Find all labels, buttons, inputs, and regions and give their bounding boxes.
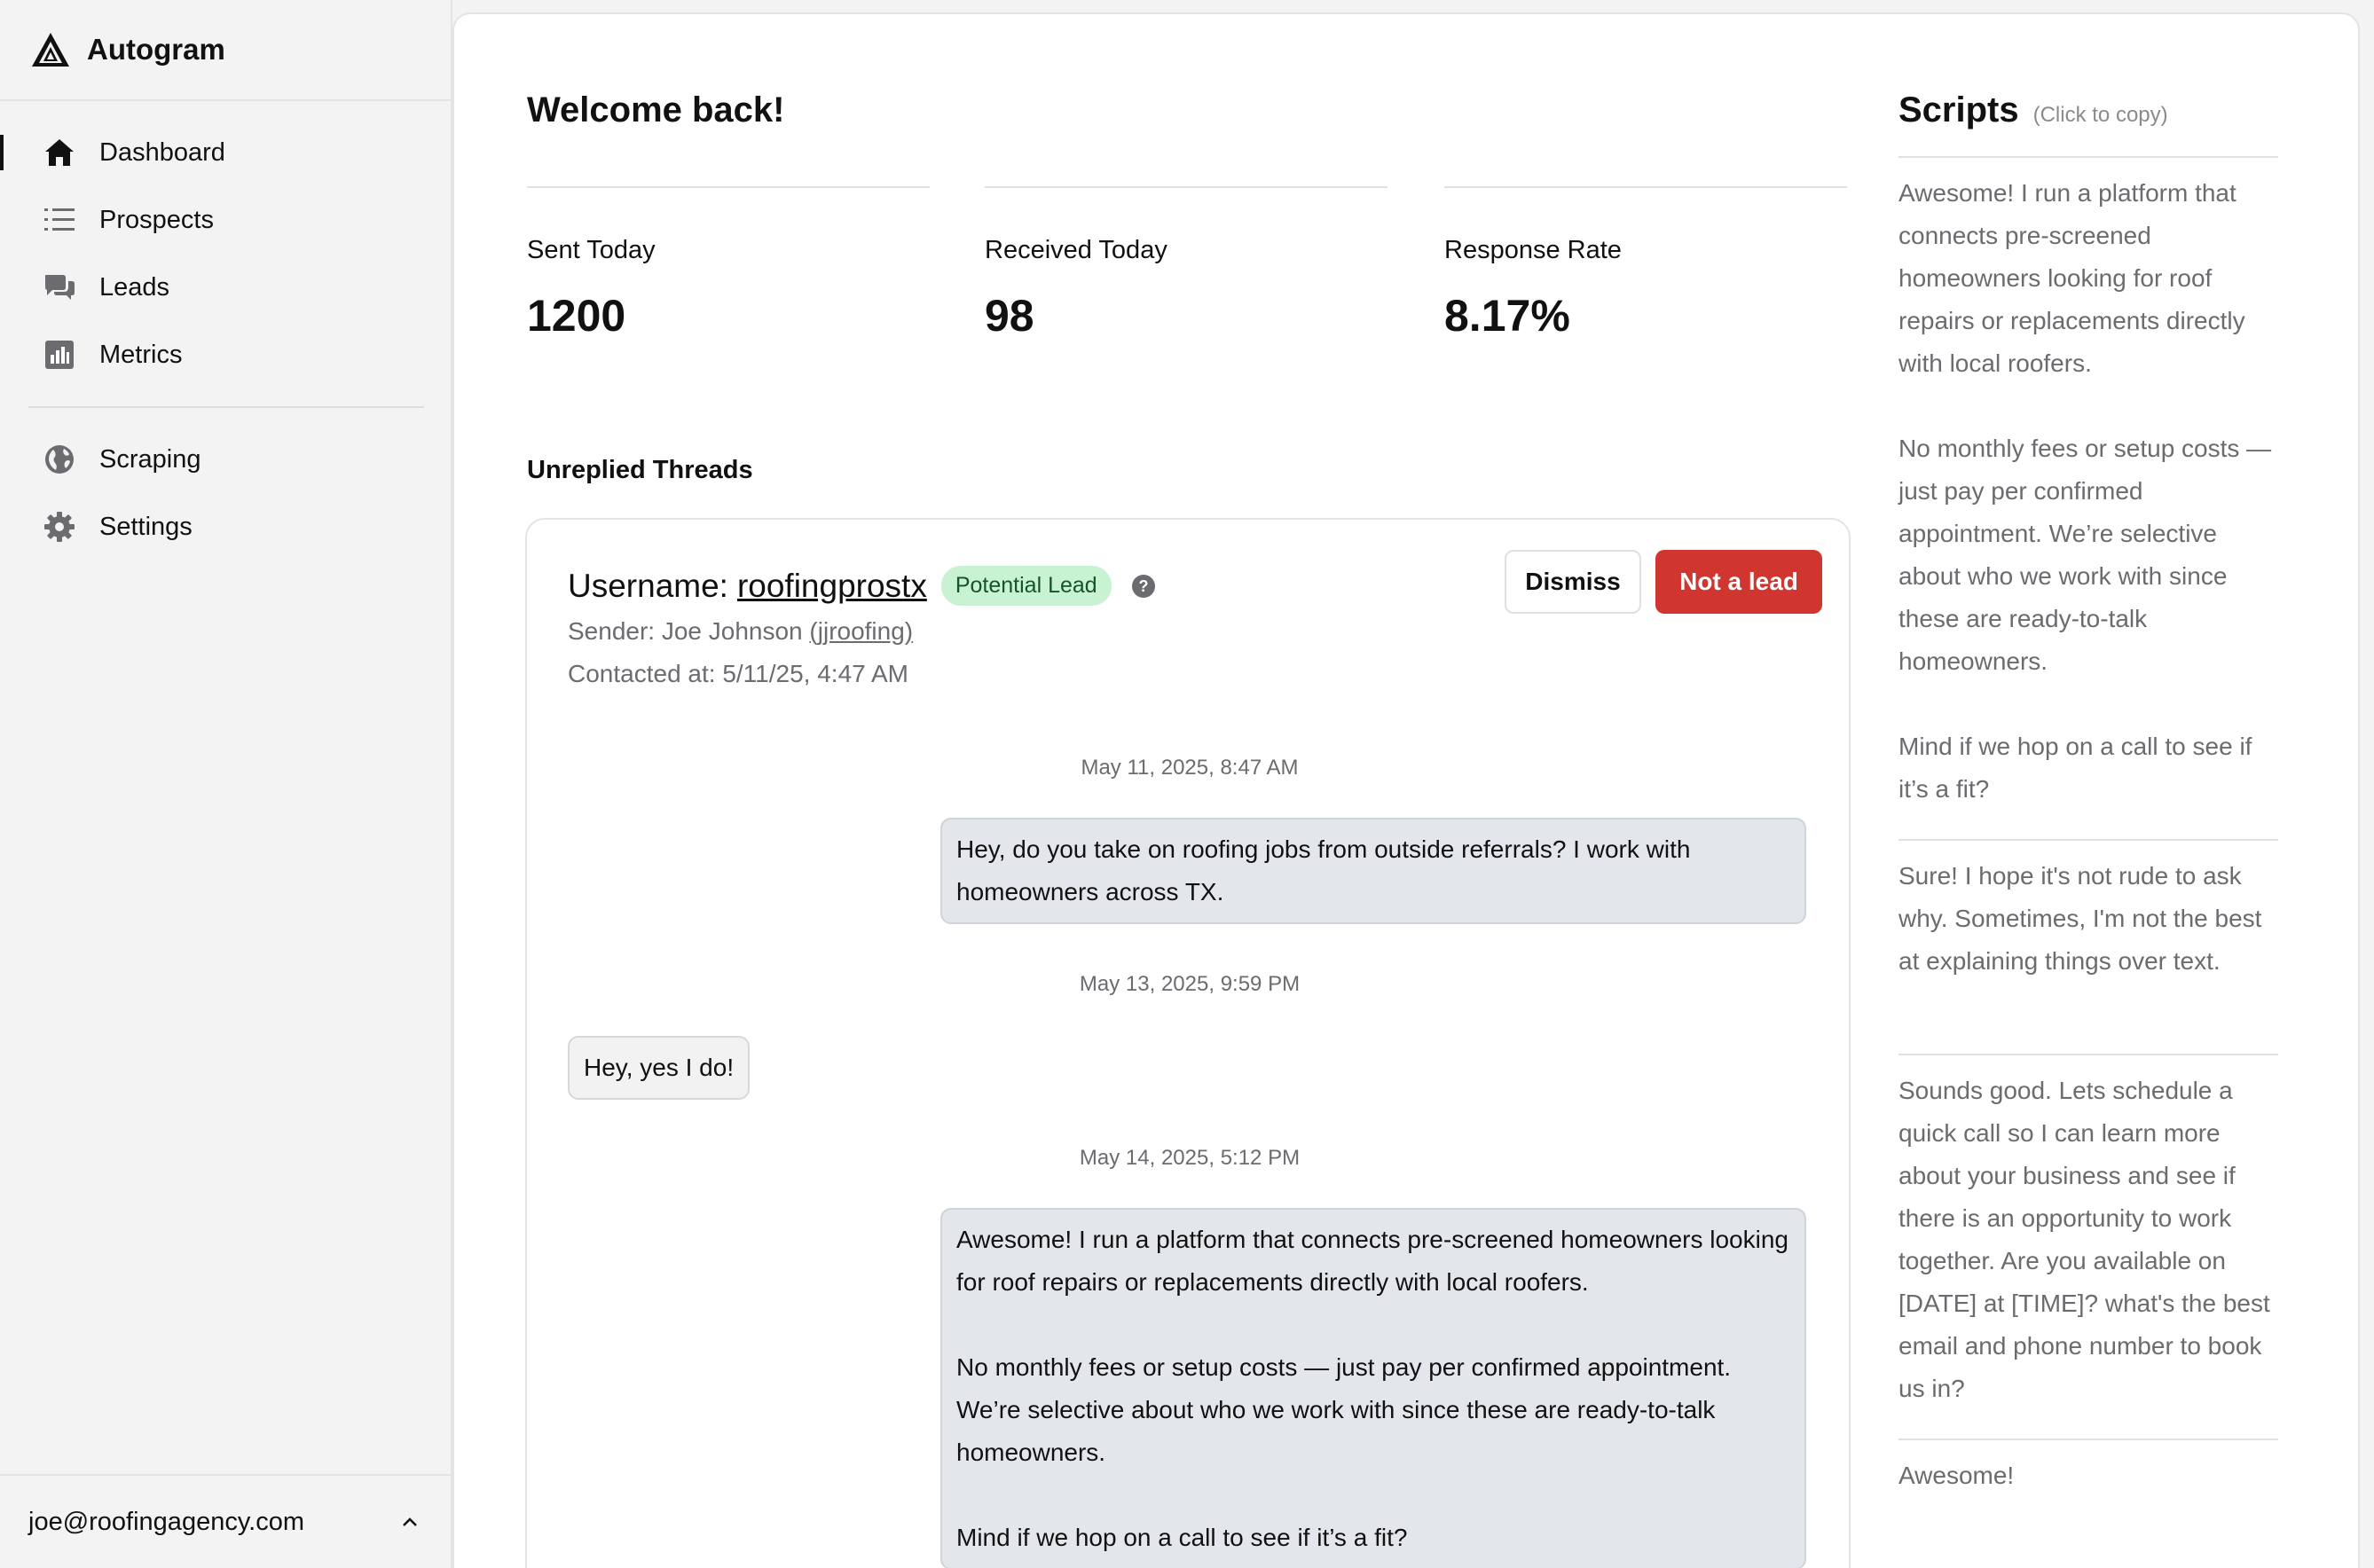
stat-value: 98 — [985, 291, 1034, 341]
not-a-lead-button[interactable]: Not a lead — [1655, 550, 1822, 614]
status-badge: Potential Lead — [940, 566, 1112, 606]
stat-sent-today: Sent Today 1200 — [527, 186, 930, 341]
nav-divider — [28, 406, 424, 408]
message-timestamp: May 11, 2025, 8:47 AM — [1081, 756, 1299, 780]
message-bubble-incoming: Hey, yes I do! — [568, 1036, 751, 1100]
sender-name: Sender: Joe Johnson — [568, 617, 803, 645]
message-timestamp: May 13, 2025, 9:59 PM — [1079, 972, 1301, 996]
contacted-at: Contacted at: 5/11/25, 4:47 AM — [568, 660, 908, 687]
stat-value: 8.17% — [1444, 291, 1570, 341]
scripts-title: Scripts — [1898, 90, 2019, 129]
stat-received-today: Received Today 98 — [985, 186, 1387, 341]
message-timestamp: May 14, 2025, 5:12 PM — [1079, 1146, 1301, 1170]
page-title: Welcome back! — [527, 90, 785, 129]
sidebar-item-scraping[interactable]: Scraping — [0, 426, 451, 493]
sidebar-item-label: Prospects — [99, 205, 214, 234]
app-name: Autogram — [87, 33, 225, 66]
stat-value: 1200 — [527, 291, 626, 341]
message-bubble-outgoing: Awesome! I run a platform that connects … — [940, 1208, 1806, 1568]
thread-card: Username: roofingprostx Potential Lead ?… — [525, 518, 1851, 1568]
script-item[interactable]: Sure! I hope it's not rude to ask why. S… — [1898, 839, 2278, 983]
sidebar: Autogram Dashboard Prospects Leads Metri… — [0, 0, 452, 1568]
chat-icon — [43, 270, 76, 304]
globe-icon — [43, 443, 76, 476]
stat-label: Sent Today — [527, 236, 656, 264]
sidebar-item-settings[interactable]: Settings — [0, 493, 451, 561]
help-icon[interactable]: ? — [1131, 574, 1156, 599]
script-item[interactable]: Awesome! — [1898, 1439, 2278, 1497]
scripts-hint: (Click to copy) — [2032, 103, 2168, 127]
account-menu[interactable]: joe@roofingagency.com — [0, 1474, 451, 1568]
stat-response-rate: Response Rate 8.17% — [1444, 186, 1847, 341]
dismiss-button[interactable]: Dismiss — [1505, 550, 1641, 614]
scripts-header: Scripts (Click to copy) — [1898, 90, 2168, 130]
list-icon — [43, 203, 76, 237]
script-item[interactable]: Sounds good. Lets schedule a quick call … — [1898, 1054, 2278, 1410]
sidebar-item-label: Settings — [99, 512, 193, 541]
gear-icon — [43, 510, 76, 544]
sidebar-item-leads[interactable]: Leads — [0, 254, 451, 321]
sidebar-item-label: Scraping — [99, 444, 201, 474]
sidebar-item-label: Dashboard — [99, 137, 225, 167]
sidebar-item-label: Metrics — [99, 340, 183, 369]
account-email: joe@roofingagency.com — [28, 1507, 305, 1536]
autogram-logo-icon — [32, 33, 69, 67]
chevron-up-icon — [403, 1517, 417, 1526]
svg-text:?: ? — [1138, 577, 1148, 595]
sidebar-item-metrics[interactable]: Metrics — [0, 321, 451, 388]
main-panel: Welcome back! Sent Today 1200 Received T… — [452, 12, 2360, 1568]
script-item[interactable]: Awesome! I run a platform that connects … — [1898, 156, 2278, 811]
username-prefix: Username: — [568, 567, 728, 604]
message-bubble-outgoing: Hey, do you take on roofing jobs from ou… — [940, 818, 1806, 924]
sender-line: Sender: Joe Johnson (jjroofing) — [568, 617, 913, 646]
primary-nav: Dashboard Prospects Leads Metrics Scr — [0, 101, 451, 561]
stat-label: Response Rate — [1444, 236, 1622, 264]
bar-chart-icon — [43, 338, 76, 372]
stat-label: Received Today — [985, 236, 1167, 264]
sidebar-item-prospects[interactable]: Prospects — [0, 186, 451, 254]
section-title: Unreplied Threads — [527, 456, 753, 484]
sidebar-item-label: Leads — [99, 272, 170, 302]
thread-header: Username: roofingprostx Potential Lead ? — [568, 566, 1156, 606]
username-link[interactable]: roofingprostx — [736, 567, 927, 604]
home-icon — [43, 136, 76, 169]
brand[interactable]: Autogram — [0, 0, 451, 101]
sidebar-item-dashboard[interactable]: Dashboard — [0, 119, 451, 186]
sender-handle-link[interactable]: (jjroofing) — [809, 617, 914, 645]
